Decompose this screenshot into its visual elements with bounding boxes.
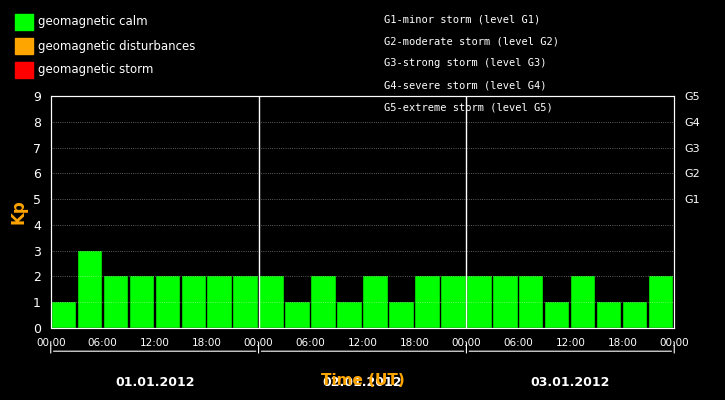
Bar (207, 276, 232, 328)
Text: Time (UT): Time (UT) (320, 373, 405, 388)
Bar (442, 276, 465, 328)
Text: 02.01.2012: 02.01.2012 (323, 376, 402, 389)
Bar (389, 302, 413, 328)
Text: geomagnetic calm: geomagnetic calm (38, 16, 148, 28)
Text: G4-severe storm (level G4): G4-severe storm (level G4) (384, 80, 547, 90)
Text: 01.01.2012: 01.01.2012 (115, 376, 194, 389)
Bar (51, 302, 76, 328)
Bar (312, 276, 336, 328)
Bar (156, 276, 180, 328)
Bar (130, 276, 154, 328)
Bar (571, 276, 595, 328)
Bar (624, 302, 647, 328)
Text: 03.01.2012: 03.01.2012 (531, 376, 610, 389)
Bar (468, 276, 492, 328)
Text: geomagnetic disturbances: geomagnetic disturbances (38, 40, 196, 52)
Bar (286, 302, 310, 328)
Bar (415, 276, 439, 328)
Text: geomagnetic storm: geomagnetic storm (38, 64, 154, 76)
Text: G5-extreme storm (level G5): G5-extreme storm (level G5) (384, 102, 553, 112)
Bar (104, 276, 128, 328)
Bar (260, 276, 283, 328)
Bar (181, 276, 206, 328)
Y-axis label: Kp: Kp (9, 200, 28, 224)
Bar (519, 276, 544, 328)
Bar (363, 276, 388, 328)
Bar (337, 302, 362, 328)
Bar (233, 276, 257, 328)
Bar (78, 251, 102, 328)
Bar (649, 276, 674, 328)
Bar (545, 302, 569, 328)
Text: G2-moderate storm (level G2): G2-moderate storm (level G2) (384, 36, 559, 46)
Text: G3-strong storm (level G3): G3-strong storm (level G3) (384, 58, 547, 68)
Text: G1-minor storm (level G1): G1-minor storm (level G1) (384, 14, 541, 24)
Bar (493, 276, 518, 328)
Bar (597, 302, 621, 328)
